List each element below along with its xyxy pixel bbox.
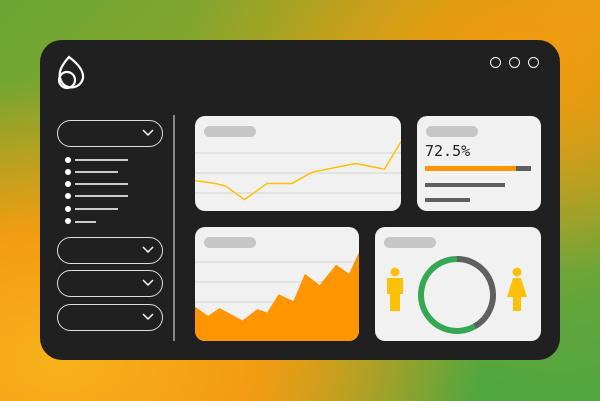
window-control-dot[interactable] bbox=[528, 57, 539, 68]
chevron-down-icon bbox=[142, 129, 154, 137]
list-bullet bbox=[65, 169, 71, 175]
sidebar-dropdown[interactable] bbox=[57, 270, 163, 297]
donut-chart bbox=[418, 256, 496, 334]
stat-value: 72.5% bbox=[425, 142, 471, 160]
line-series bbox=[195, 141, 401, 201]
list-bullet bbox=[65, 157, 71, 163]
list-bullet bbox=[65, 181, 71, 187]
card-title-placeholder bbox=[426, 126, 478, 137]
chevron-down-icon bbox=[142, 246, 154, 254]
list-bullet bbox=[65, 206, 71, 212]
sidebar-dropdown[interactable] bbox=[57, 120, 163, 147]
donut-segment bbox=[418, 256, 476, 334]
list-item[interactable] bbox=[75, 195, 128, 197]
progress-fill bbox=[425, 166, 517, 171]
line-chart bbox=[195, 141, 401, 201]
area-series bbox=[195, 252, 359, 341]
list-item[interactable] bbox=[75, 171, 118, 173]
donut-segment bbox=[456, 256, 496, 330]
list-bullet bbox=[65, 218, 71, 224]
text-placeholder-bar bbox=[425, 183, 505, 187]
card-title-placeholder bbox=[204, 237, 256, 248]
leaf-drop-logo-icon bbox=[57, 55, 85, 90]
window-control-dot[interactable] bbox=[509, 57, 520, 68]
card-title-placeholder bbox=[204, 126, 256, 137]
area-chart-card bbox=[195, 227, 359, 341]
list-item[interactable] bbox=[75, 159, 128, 161]
list-item[interactable] bbox=[75, 221, 96, 223]
male-person-icon bbox=[387, 267, 403, 311]
sidebar-divider bbox=[173, 115, 175, 341]
stat-card: 72.5% bbox=[417, 116, 541, 211]
line-chart-card bbox=[195, 116, 401, 211]
sidebar-dropdown[interactable] bbox=[57, 237, 163, 264]
area-chart bbox=[195, 252, 359, 341]
window-control-dot[interactable] bbox=[490, 57, 501, 68]
card-title-placeholder bbox=[384, 237, 436, 248]
dashboard-window: 72.5% bbox=[40, 40, 560, 360]
progress-bar bbox=[425, 166, 531, 171]
list-item[interactable] bbox=[75, 208, 118, 210]
text-placeholder-bar bbox=[425, 198, 470, 202]
female-person-icon bbox=[507, 267, 527, 311]
list-bullet bbox=[65, 193, 71, 199]
chevron-down-icon bbox=[142, 279, 154, 287]
chevron-down-icon bbox=[142, 313, 154, 321]
sidebar-dropdown[interactable] bbox=[57, 304, 163, 331]
list-item[interactable] bbox=[75, 183, 128, 185]
donut-card bbox=[375, 227, 541, 341]
